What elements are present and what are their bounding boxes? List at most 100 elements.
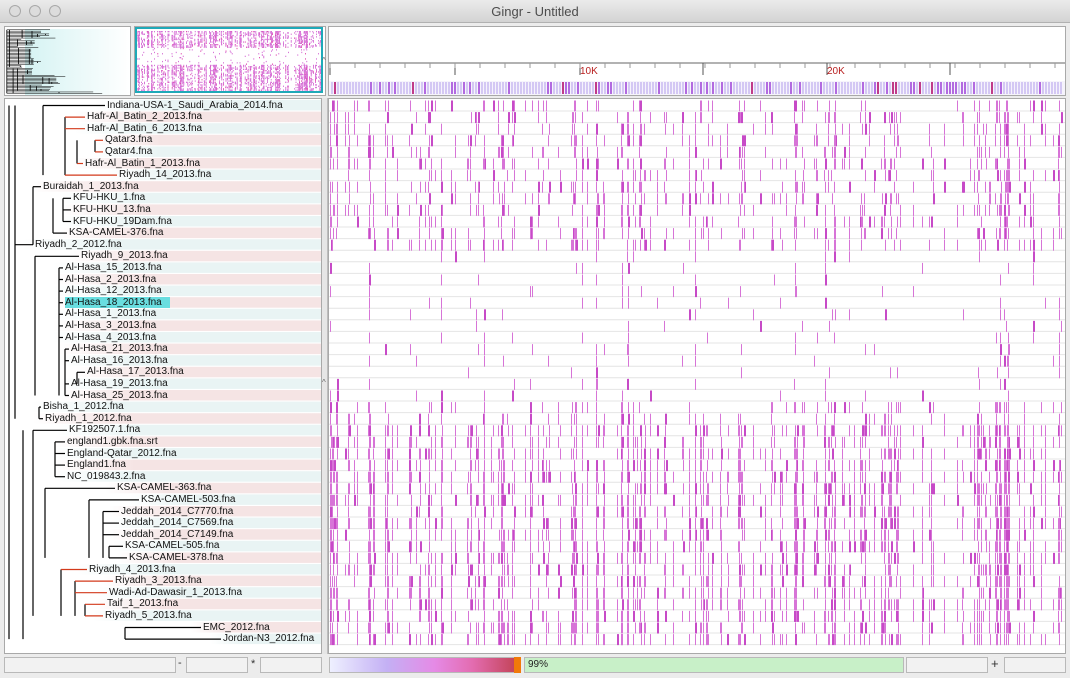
snp-mark <box>989 204 990 216</box>
taxon-label[interactable]: KFU-HKU_13.fna <box>73 203 151 215</box>
phylogenetic-tree[interactable] <box>5 99 321 653</box>
taxon-label[interactable]: Bisha_1_2012.fna <box>43 401 124 413</box>
overview-snp <box>138 42 140 44</box>
taxon-label[interactable]: Al-Hasa_12_2013.fna <box>65 285 162 297</box>
snp-mark <box>869 135 870 147</box>
snp-mark <box>683 262 684 274</box>
snp-mark <box>944 239 945 251</box>
taxon-label[interactable]: Al-Hasa_25_2013.fna <box>71 389 168 401</box>
taxon-label[interactable]: Jeddah_2014_C7770.fna <box>121 505 234 517</box>
snp-mark <box>411 181 412 193</box>
taxon-label[interactable]: Hafr-Al_Batin_2_2013.fna <box>87 111 203 123</box>
overview-snp <box>215 31 216 33</box>
snp-alignment[interactable] <box>329 99 1065 653</box>
overview-snp <box>189 49 191 51</box>
taxon-label[interactable]: Al-Hasa_2_2013.fna <box>65 273 157 285</box>
taxon-label[interactable]: Al-Hasa_3_2013.fna <box>65 319 157 331</box>
alignment-overview-panel[interactable] <box>134 26 326 96</box>
overview-snp <box>225 79 227 81</box>
overview-snp <box>141 40 143 42</box>
taxon-label[interactable]: england1.gbk.fna.srt <box>67 435 158 447</box>
alignment-panel[interactable] <box>328 98 1066 654</box>
taxon-label[interactable]: EMC_2012.fna <box>203 621 270 633</box>
taxon-label[interactable]: Buraidah_1_2013.fna <box>43 180 139 192</box>
taxon-label[interactable]: Jeddah_2014_C7569.fna <box>121 517 234 529</box>
taxon-label[interactable]: Al-Hasa_19_2013.fna <box>71 377 168 389</box>
taxon-label[interactable]: NC_019843.2.fna <box>67 470 146 482</box>
taxon-label[interactable]: Al-Hasa_4_2013.fna <box>65 331 157 343</box>
overview-snp <box>230 83 232 85</box>
overview-snp <box>285 67 287 69</box>
taxon-label[interactable]: Indiana-USA-1_Saudi_Arabia_2014.fna <box>107 99 283 111</box>
taxon-label[interactable]: Riyadh_3_2013.fna <box>115 575 202 587</box>
taxon-label[interactable]: Riyadh_5_2013.fna <box>105 609 192 621</box>
taxon-label[interactable]: Riyadh_2_2012.fna <box>35 238 122 250</box>
minimize-button[interactable] <box>29 5 41 17</box>
overview-snp <box>310 72 312 74</box>
overview-snp <box>167 89 169 91</box>
snp-mark <box>330 135 331 147</box>
density-bar <box>334 82 336 94</box>
taxon-label[interactable]: KSA-CAMEL-363.fna <box>117 482 212 494</box>
taxon-label[interactable]: Jordan-N3_2012.fna <box>223 633 315 645</box>
taxon-label[interactable]: KFU-HKU_19Dam.fna <box>73 215 172 227</box>
taxon-label[interactable]: Al-Hasa_16_2013.fna <box>71 354 168 366</box>
splitter-arrow-icon: ^ <box>322 378 326 387</box>
overview-snp <box>234 89 236 91</box>
tree-overview-panel[interactable] <box>4 26 131 96</box>
snp-mark <box>885 158 886 170</box>
snp-mark <box>644 239 645 251</box>
tree-panel[interactable]: Indiana-USA-1_Saudi_Arabia_2014.fna Hafr-… <box>4 98 322 654</box>
snp-mark <box>498 239 499 251</box>
taxon-label[interactable]: Taif_1_2013.fna <box>107 598 179 610</box>
zoom-button[interactable] <box>49 5 61 17</box>
overview-snp <box>157 44 159 46</box>
density-bar <box>910 82 912 94</box>
overview-snp <box>210 32 211 34</box>
taxon-label[interactable]: Al-Hasa_1_2013.fna <box>65 308 157 320</box>
taxon-label[interactable]: Al-Hasa_21_2013.fna <box>71 343 168 355</box>
taxon-label[interactable]: Al-Hasa_17_2013.fna <box>87 366 184 378</box>
taxon-label[interactable]: Riyadh_1_2012.fna <box>45 412 132 424</box>
taxon-label[interactable]: England-Qatar_2012.fna <box>67 447 177 459</box>
close-button[interactable] <box>9 5 21 17</box>
taxon-label[interactable]: KSA-CAMEL-378.fna <box>129 551 224 563</box>
density-bar <box>994 82 996 94</box>
overview-snp <box>219 53 220 55</box>
taxon-label[interactable]: KSA-CAMEL-376.fna <box>69 227 164 239</box>
taxon-label[interactable]: KFU-HKU_1.fna <box>73 192 146 204</box>
overview-snp <box>138 83 140 85</box>
taxon-label[interactable]: Al-Hasa_15_2013.fna <box>65 261 162 273</box>
taxon-label[interactable]: Jeddah_2014_C7149.fna <box>121 528 234 540</box>
taxon-label[interactable]: KF192507.1.fna <box>69 424 141 436</box>
overview-snp <box>214 34 215 37</box>
taxon-label[interactable]: Wadi-Ad-Dawasir_1_2013.fna <box>109 586 243 598</box>
overview-snp <box>295 37 297 39</box>
overview-snp <box>272 33 273 35</box>
overview-viewport-box[interactable] <box>135 27 323 93</box>
splitter-handle[interactable] <box>322 98 328 654</box>
position-ruler[interactable] <box>329 27 1065 95</box>
taxon-label[interactable]: KSA-CAMEL-505.fna <box>125 540 220 552</box>
taxon-label[interactable]: Hafr-Al_Batin_6_2013.fna <box>87 122 203 134</box>
taxon-label[interactable]: Riyadh_9_2013.fna <box>81 250 168 262</box>
snp-mark <box>712 181 714 193</box>
density-bar <box>943 82 945 94</box>
taxon-label[interactable]: England1.fna <box>67 459 126 471</box>
taxon-label[interactable]: Riyadh_14_2013.fna <box>119 169 212 181</box>
snp-mark <box>574 100 575 112</box>
taxon-label[interactable]: Hafr-Al_Batin_1_2013.fna <box>85 157 201 169</box>
taxon-label[interactable]: Al-Hasa_18_2013.fna <box>65 296 170 308</box>
snp-mark <box>1024 123 1025 135</box>
density-bar <box>703 82 705 94</box>
density-bar <box>976 82 978 94</box>
overview-snp <box>151 89 153 91</box>
overview-snp <box>310 75 312 77</box>
snp-mark <box>542 146 543 158</box>
overview-snp <box>148 76 150 78</box>
taxon-label[interactable]: Qatar3.fna <box>105 134 153 146</box>
overview-snp <box>138 38 140 41</box>
taxon-label[interactable]: KSA-CAMEL-503.fna <box>141 493 236 505</box>
taxon-label[interactable]: Riyadh_4_2013.fna <box>89 563 176 575</box>
taxon-label[interactable]: Qatar4.fna <box>105 145 153 157</box>
